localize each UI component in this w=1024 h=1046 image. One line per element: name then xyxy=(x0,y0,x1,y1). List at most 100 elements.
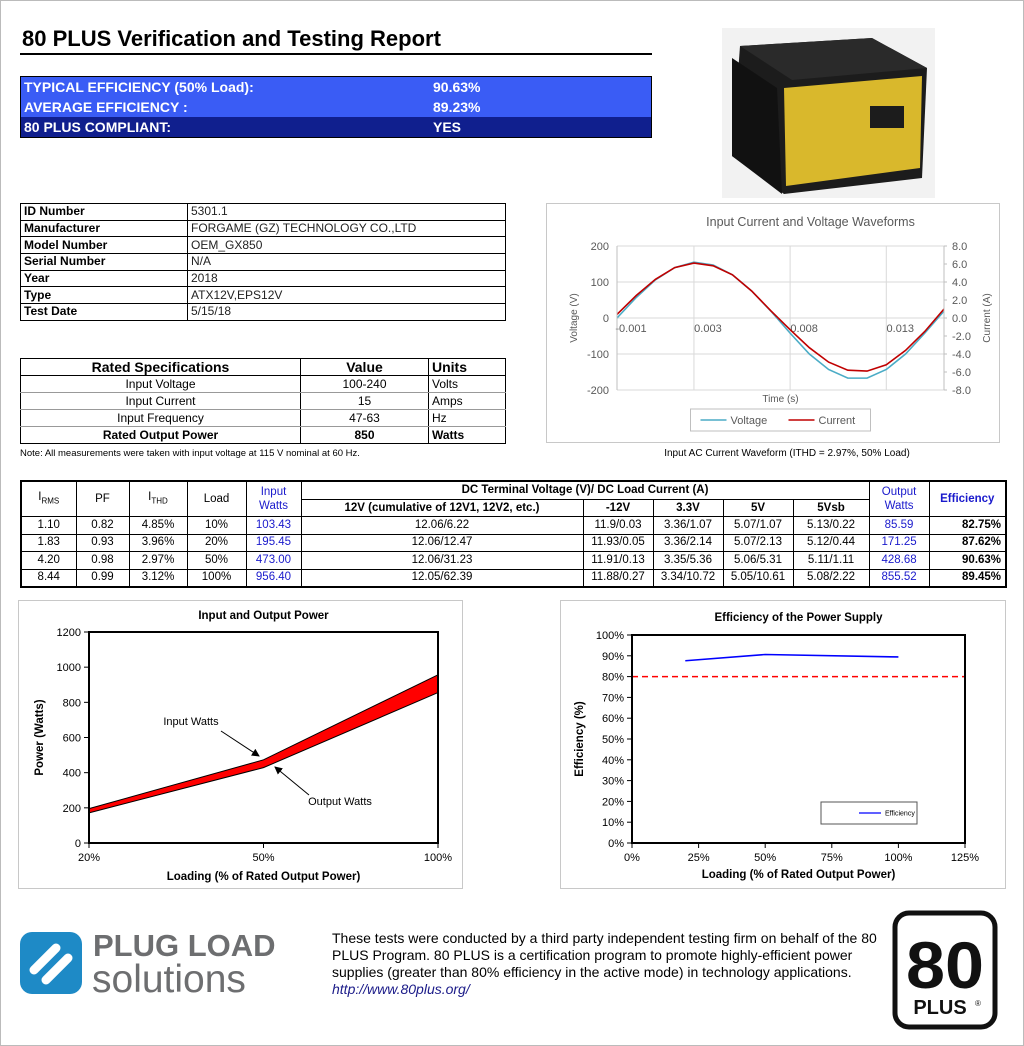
results-subheader: 12V (cumulative of 12V1, 12V2, etc.) xyxy=(300,498,584,517)
results-cell: 2.97% xyxy=(128,551,188,570)
badge-mark: ® xyxy=(975,999,981,1008)
results-cell: 8.44 xyxy=(20,568,77,588)
results-cell: 5.13/0.22 xyxy=(792,516,870,535)
series-line xyxy=(616,262,945,372)
y2-axis-label: Current (A) xyxy=(982,293,993,342)
results-cell: 87.62% xyxy=(928,533,1007,552)
results-table: IRMS PF ITHD Load Input Watts DC Terminal Vol… xyxy=(20,480,1008,588)
info-row: ID Number 5301.1 xyxy=(20,203,506,221)
specs-cell: Input Voltage xyxy=(20,375,301,393)
y-tick-label: 200 xyxy=(63,803,81,815)
annotation-arrow xyxy=(274,766,310,796)
y-tick-label: -200 xyxy=(587,385,609,397)
info-value: OEM_GX850 xyxy=(187,236,506,255)
info-value: FORGAME (GZ) TECHNOLOGY CO.,LTD xyxy=(187,219,506,238)
results-cell: 3.36/1.07 xyxy=(652,516,724,535)
y-tick-label: 100 xyxy=(591,277,609,289)
note: Note: All measurements were taken with i… xyxy=(20,448,360,459)
info-row: Test Date 5/15/18 xyxy=(20,303,506,321)
footer-text: These tests were conducted by a third pa… xyxy=(332,930,892,998)
logo-line2: solutions xyxy=(92,958,246,1000)
y-tick-label: 0 xyxy=(75,838,81,850)
header-main: I xyxy=(148,490,152,503)
info-key: Year xyxy=(20,269,188,288)
results-cell: 428.68 xyxy=(868,551,930,570)
results-cell: 11.93/0.05 xyxy=(582,533,654,552)
y-tick-label: 600 xyxy=(63,733,81,745)
x-tick-label: 25% xyxy=(688,852,710,864)
specs-row: Input Frequency 47-63 Hz xyxy=(20,409,506,427)
info-row: Manufacturer FORGAME (GZ) TECHNOLOGY CO.,… xyxy=(20,219,506,238)
y-tick-label: 100% xyxy=(596,630,624,642)
results-header: Input Watts xyxy=(245,480,302,517)
results-cell: 3.36/2.14 xyxy=(652,533,724,552)
x-tick-label: 50% xyxy=(252,852,274,864)
results-subheader: -12V xyxy=(582,498,654,517)
specs-row: Rated Output Power 850 Watts xyxy=(20,426,506,444)
product-photo xyxy=(722,28,935,198)
report-title: 80 PLUS Verification and Testing Report xyxy=(22,26,441,51)
plug-load-logo: PLUG LOAD solutions xyxy=(20,930,276,1000)
specs-header: Units xyxy=(428,358,506,376)
results-cell: 4.20 xyxy=(20,551,77,570)
y-tick-label: 50% xyxy=(602,734,624,746)
y-tick-label: 40% xyxy=(602,755,624,767)
psu-top xyxy=(740,38,927,80)
results-cell: 5.06/5.31 xyxy=(722,551,794,570)
info-value: 5301.1 xyxy=(187,203,506,221)
info-table: ID Number 5301.1 Manufacturer FORGAME (GZ) … xyxy=(20,203,506,321)
x-tick-label: 0.008 xyxy=(790,323,818,335)
info-row: Type ATX12V,EPS12V xyxy=(20,286,506,305)
results-header: Efficiency xyxy=(928,480,1007,517)
psu-side xyxy=(732,58,782,194)
results-cell: 12.05/62.39 xyxy=(300,568,584,588)
y-tick-label: 60% xyxy=(602,713,624,725)
y2-tick-label: -6.0 xyxy=(952,367,971,379)
specs-cell: Amps xyxy=(428,392,506,410)
footer-paragraph: These tests were conducted by a third pa… xyxy=(332,930,877,980)
y-tick-label: 10% xyxy=(602,817,624,829)
specs-row: Input Current 15 Amps xyxy=(20,392,506,410)
chart-title: Input Current and Voltage Waveforms xyxy=(706,215,915,229)
legend-label: Voltage xyxy=(731,415,768,427)
legend-box xyxy=(690,408,871,432)
x-tick-label: 125% xyxy=(951,852,979,864)
x-axis-label: Loading (% of Rated Output Power) xyxy=(167,871,361,883)
y-tick-label: 400 xyxy=(63,768,81,780)
waveform-caption: Input AC Current Waveform (ITHD = 2.97%,… xyxy=(664,448,910,459)
results-cell: 195.45 xyxy=(245,533,302,552)
results-cell: 90.63% xyxy=(928,551,1007,570)
y2-tick-label: 6.0 xyxy=(952,259,967,271)
info-key: Test Date xyxy=(20,303,188,321)
y-tick-label: 80% xyxy=(602,672,624,684)
specs-cell: 100-240 xyxy=(300,375,429,393)
logo-stripes xyxy=(29,943,73,985)
results-cell: 12.06/12.47 xyxy=(300,533,584,552)
header-sub: THD xyxy=(151,496,168,506)
results-cell: 5.08/2.22 xyxy=(792,568,870,588)
series-annotation: Input Watts xyxy=(163,716,219,728)
info-row: Model Number OEM_GX850 xyxy=(20,236,506,255)
y-tick-label: 70% xyxy=(602,692,624,704)
x-axis-label: Time (s) xyxy=(762,394,798,405)
results-cell: 11.91/0.13 xyxy=(582,551,654,570)
results-cell: 1.10 xyxy=(20,516,77,535)
results-header: Output Watts xyxy=(868,480,930,517)
specs-cell: 850 xyxy=(300,426,429,444)
x-tick-label: -0.001 xyxy=(615,323,646,335)
results-header-row: IRMS PF ITHD Load Input Watts DC Terminal Vol… xyxy=(20,480,1007,517)
results-row: 8.44 0.99 3.12% 100% 956.40 12.05/62.39 11.88/… xyxy=(20,568,1007,588)
badge-number: 80 xyxy=(906,928,984,1002)
x-tick-label: 20% xyxy=(78,852,100,864)
summary-label: TYPICAL EFFICIENCY (50% Load): xyxy=(24,79,254,95)
footer-link[interactable]: http://www.80plus.org/ xyxy=(332,981,470,997)
results-cell: 3.35/5.36 xyxy=(652,551,724,570)
specs-cell: Rated Output Power xyxy=(20,426,301,444)
results-cell: 10% xyxy=(186,516,247,535)
specs-cell: Input Frequency xyxy=(20,409,301,427)
results-subheader: 5V xyxy=(722,498,794,517)
efficiency-chart: Efficiency of the Power Supply 0% 10% 20% 30… xyxy=(560,600,1006,889)
y-axis-label: Power (Watts) xyxy=(34,699,46,775)
y-tick-label: -100 xyxy=(587,349,609,361)
specs-cell: 15 xyxy=(300,392,429,410)
